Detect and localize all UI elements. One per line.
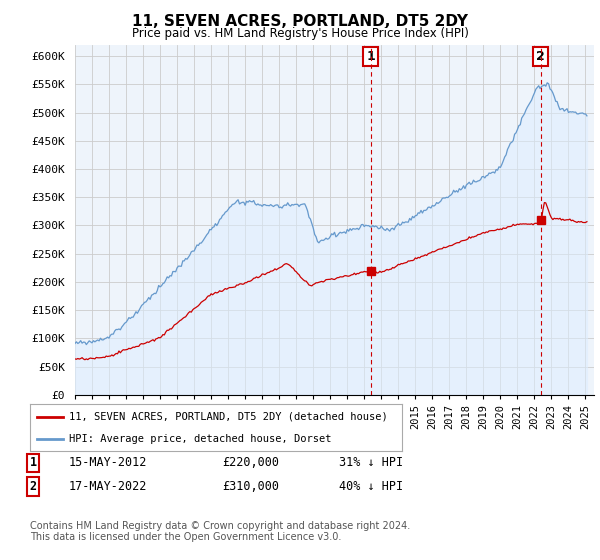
- Text: 2: 2: [29, 480, 37, 493]
- Text: 1: 1: [29, 456, 37, 469]
- Text: Contains HM Land Registry data © Crown copyright and database right 2024.
This d: Contains HM Land Registry data © Crown c…: [30, 521, 410, 543]
- Text: 17-MAY-2022: 17-MAY-2022: [69, 480, 148, 493]
- Text: £310,000: £310,000: [222, 480, 279, 493]
- Text: 1: 1: [366, 50, 375, 63]
- Text: £220,000: £220,000: [222, 456, 279, 469]
- Text: 40% ↓ HPI: 40% ↓ HPI: [339, 480, 403, 493]
- Text: Price paid vs. HM Land Registry's House Price Index (HPI): Price paid vs. HM Land Registry's House …: [131, 27, 469, 40]
- Text: 2: 2: [536, 50, 545, 63]
- Text: 11, SEVEN ACRES, PORTLAND, DT5 2DY: 11, SEVEN ACRES, PORTLAND, DT5 2DY: [132, 14, 468, 29]
- Text: HPI: Average price, detached house, Dorset: HPI: Average price, detached house, Dors…: [69, 434, 332, 444]
- Text: 11, SEVEN ACRES, PORTLAND, DT5 2DY (detached house): 11, SEVEN ACRES, PORTLAND, DT5 2DY (deta…: [69, 412, 388, 422]
- Text: 31% ↓ HPI: 31% ↓ HPI: [339, 456, 403, 469]
- Text: 15-MAY-2012: 15-MAY-2012: [69, 456, 148, 469]
